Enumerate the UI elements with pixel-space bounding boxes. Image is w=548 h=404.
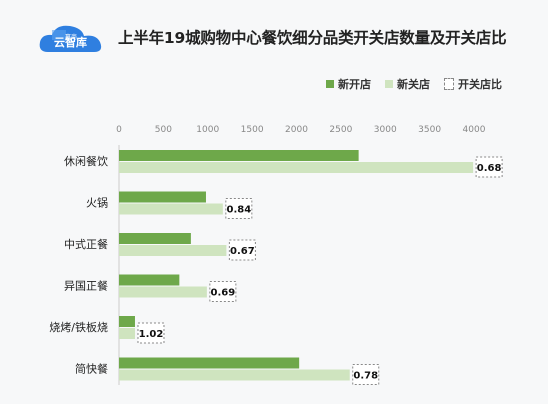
bar-close: [119, 203, 223, 215]
bar-close: [119, 286, 207, 298]
bar-open: [119, 150, 359, 161]
x-tick-label: 1500: [241, 125, 264, 135]
legend-label-ratio: 开关店比: [458, 78, 502, 91]
bar-close: [119, 328, 135, 339]
x-tick-label: 2500: [329, 125, 352, 135]
category-label: 简快餐: [75, 362, 108, 376]
ratio-box: [475, 156, 503, 178]
category-label: 休闲餐饮: [64, 154, 108, 168]
x-tick-label: 4000: [463, 125, 486, 135]
ratio-box: [209, 281, 237, 302]
brand-line1: 赢商: [65, 33, 77, 41]
ratio-label: 0.69: [211, 288, 236, 299]
ratio-label: 0.78: [353, 371, 378, 382]
x-tick-label: 0: [116, 125, 122, 135]
legend-swatch-open: [326, 80, 334, 88]
ratio-label: 1.02: [139, 329, 164, 340]
bar-open: [119, 233, 191, 244]
x-tick-label: 3500: [418, 125, 441, 135]
ratio-label: 0.68: [477, 163, 502, 174]
ratio-box: [228, 239, 256, 261]
brand-name: 云智库: [54, 36, 87, 49]
x-tick-label: 500: [155, 125, 172, 135]
ratio-box: [225, 198, 253, 219]
bar-close: [119, 245, 227, 256]
category-label: 中式正餐: [64, 237, 108, 251]
legend-swatch-close: [385, 80, 393, 88]
ratio-label: 0.84: [226, 205, 251, 216]
chart-title: 上半年19城购物中心餐饮细分品类开关店数量及开关店比: [118, 29, 507, 47]
bar-open: [119, 357, 300, 369]
legend-item-close: 新关店: [385, 76, 430, 92]
legend-label-close: 新关店: [397, 78, 430, 91]
x-tick-label: 3000: [374, 125, 397, 135]
ratio-box: [352, 364, 380, 385]
brand-logo: 赢商: [39, 25, 102, 52]
legend: 新开店 新关店 开关店比: [326, 76, 502, 92]
legend-label-open: 新开店: [338, 78, 371, 91]
category-label: 火锅: [86, 197, 108, 210]
bar-close: [119, 369, 350, 381]
bar-open: [119, 274, 180, 286]
ratio-box: [137, 322, 165, 344]
ratio-label: 0.67: [230, 246, 255, 257]
x-tick-label: 1000: [196, 125, 219, 135]
bar-open: [119, 191, 206, 203]
legend-swatch-ratio: [444, 78, 454, 90]
bar-close: [119, 162, 474, 173]
legend-item-open: 新开店: [326, 76, 371, 92]
bar-open: [119, 316, 135, 327]
x-tick-label: 2000: [285, 125, 308, 135]
category-label: 烧烤/铁板烧: [49, 320, 108, 334]
legend-item-ratio: 开关店比: [444, 76, 502, 92]
category-label: 异国正餐: [64, 279, 108, 293]
